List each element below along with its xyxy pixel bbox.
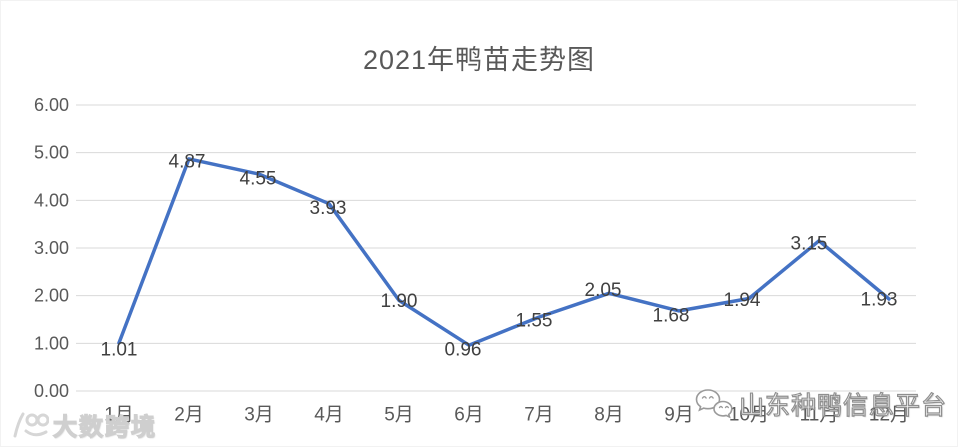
data-point-label: 1.68 <box>653 305 690 326</box>
x-axis-category-label: 5月 <box>384 405 414 426</box>
y-axis-tick-label: 6.00 <box>34 95 69 115</box>
trend-line <box>117 157 891 347</box>
y-axis-tick-label: 0.00 <box>34 381 69 401</box>
data-point-label: 0.96 <box>445 340 482 361</box>
x-axis-category-label: 1月 <box>104 405 134 426</box>
watermark-left-text: 大数跨境 <box>52 413 157 441</box>
watermark-bottom-left: 大数跨境 <box>7 407 157 442</box>
x-axis-category-label: 4月 <box>314 405 344 426</box>
x-axis-category-label: 6月 <box>454 405 484 426</box>
dashu-logo-icon <box>13 412 49 437</box>
watermark-right-text: 山东种鸭信息平台 <box>738 391 948 420</box>
x-axis-category-label: 9月 <box>664 405 694 426</box>
y-axis-tick-label: 1.00 <box>34 333 69 353</box>
y-axis-tick-label: 5.00 <box>34 143 69 163</box>
data-point-label: 1.94 <box>724 290 761 311</box>
chart-title: 2021年鸭苗走势图 <box>362 45 596 75</box>
y-axis-tick-label: 2.00 <box>34 286 69 306</box>
y-axis-tick-label: 4.00 <box>34 190 69 210</box>
data-point-label: 1.55 <box>516 311 553 332</box>
data-point-label: 3.93 <box>310 198 347 219</box>
data-point-label: 1.01 <box>101 339 138 360</box>
watermark-bottom-right: 山东种鸭信息平台 <box>695 386 947 422</box>
data-point-label: 4.87 <box>169 151 206 172</box>
data-point-label: 2.05 <box>585 280 622 301</box>
data-point-label: 4.55 <box>240 169 277 190</box>
x-axis-category-label: 3月 <box>244 405 274 426</box>
wechat-icon <box>695 389 733 419</box>
y-axis-tick-label: 3.00 <box>34 238 69 258</box>
x-axis-category-label: 8月 <box>594 405 624 426</box>
x-axis-category-label: 2月 <box>174 405 204 426</box>
x-axis-category-label: 11月 <box>800 405 839 426</box>
x-axis-category-label: 7月 <box>524 405 554 426</box>
x-axis-category-label: 12月 <box>869 405 909 426</box>
data-point-label: 3.15 <box>791 233 828 254</box>
x-axis-category-label: 10月 <box>729 405 769 426</box>
data-point-label: 1.93 <box>861 290 898 311</box>
data-point-label: 1.90 <box>381 291 418 312</box>
